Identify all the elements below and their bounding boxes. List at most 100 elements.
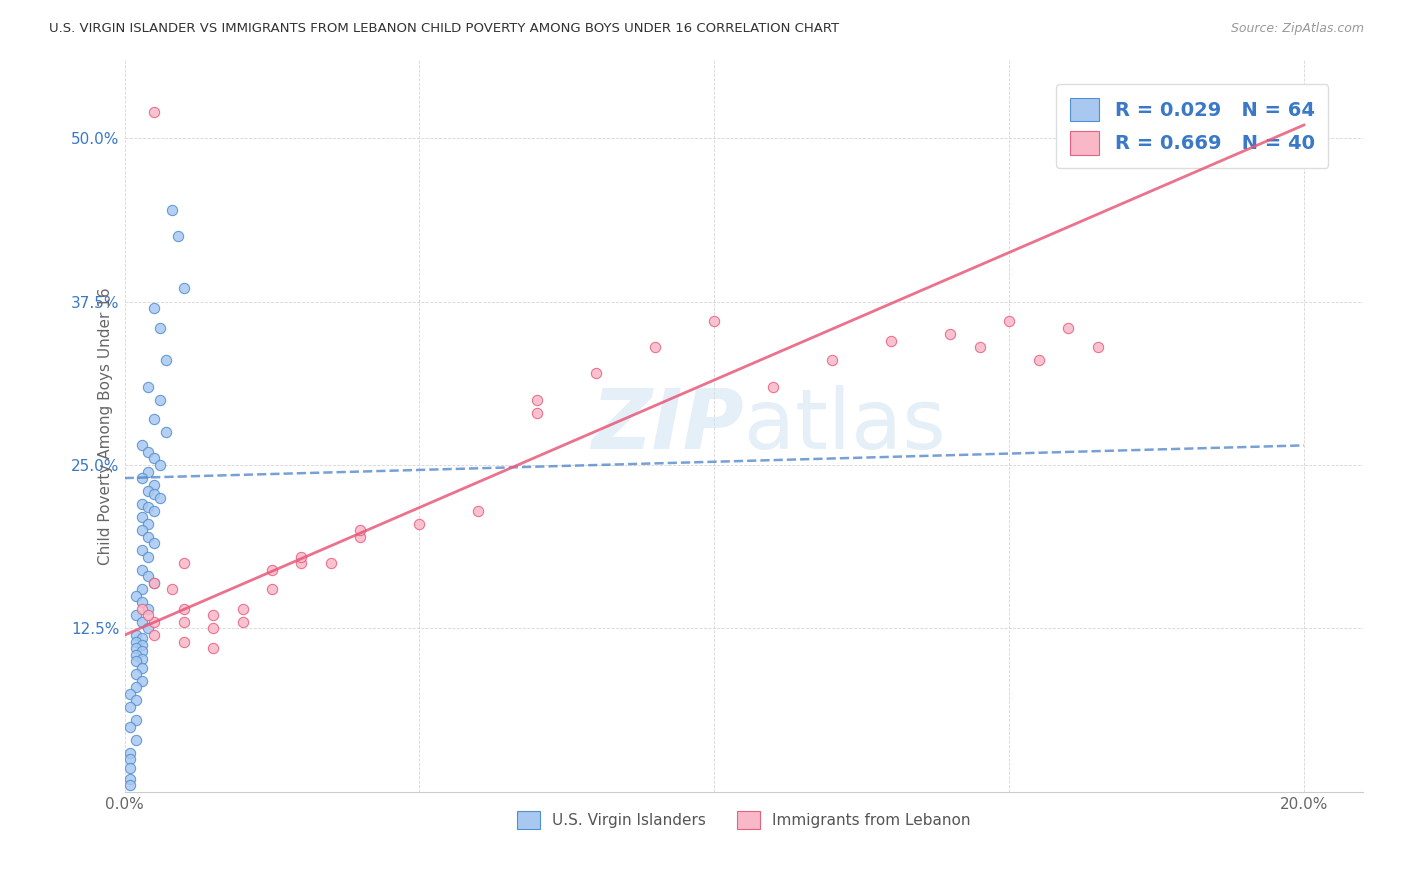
Point (125, 608, 148, 623)
Point (120, 772, 142, 786)
Point (131, 595, 153, 609)
Point (408, 516, 430, 531)
Point (173, 281, 195, 295)
Point (136, 516, 159, 531)
Point (131, 510, 153, 524)
Point (173, 634, 195, 648)
Point (202, 641, 225, 656)
Point (136, 602, 159, 616)
Point (136, 445, 159, 459)
Point (125, 641, 148, 656)
Point (349, 524, 371, 538)
Point (998, 314, 1021, 328)
Point (125, 628, 148, 642)
Point (131, 644, 153, 658)
Point (136, 622, 159, 636)
Point (143, 412, 166, 426)
Point (120, 700, 142, 714)
Point (136, 569, 159, 583)
Point (166, 229, 188, 244)
Point (143, 628, 166, 642)
Point (125, 693, 148, 707)
Point (155, 353, 177, 368)
Point (131, 524, 153, 538)
Point (131, 639, 153, 653)
Point (821, 353, 844, 368)
Point (136, 465, 159, 479)
Point (260, 563, 283, 577)
Point (149, 320, 172, 334)
Point (143, 451, 166, 466)
Point (143, 615, 166, 629)
Text: atlas: atlas (744, 385, 945, 467)
Point (202, 608, 225, 623)
Text: U.S. VIRGIN ISLANDER VS IMMIGRANTS FROM LEBANON CHILD POVERTY AMONG BOYS UNDER 1: U.S. VIRGIN ISLANDER VS IMMIGRANTS FROM … (49, 22, 839, 36)
Point (143, 504, 166, 518)
Point (173, 556, 195, 570)
Point (585, 367, 607, 381)
Y-axis label: Child Poverty Among Boys Under 16: Child Poverty Among Boys Under 16 (98, 287, 114, 565)
Point (125, 667, 148, 681)
Point (131, 651, 153, 665)
Point (131, 582, 153, 597)
Point (131, 631, 153, 645)
Point (762, 379, 785, 393)
Point (143, 477, 166, 491)
Point (131, 563, 153, 577)
Point (136, 549, 159, 564)
Point (131, 543, 153, 558)
Point (160, 582, 183, 597)
Point (969, 340, 991, 354)
Point (526, 406, 548, 420)
Point (136, 484, 159, 499)
Point (143, 536, 166, 550)
Point (173, 615, 195, 629)
Point (131, 661, 153, 675)
Point (173, 602, 195, 616)
Point (125, 681, 148, 695)
Point (136, 608, 159, 623)
Point (131, 438, 153, 452)
Point (319, 556, 342, 570)
Point (131, 615, 153, 629)
Point (260, 582, 283, 597)
Point (349, 530, 371, 544)
Point (125, 589, 148, 603)
Point (149, 491, 172, 505)
Point (231, 615, 253, 629)
Point (143, 575, 166, 590)
Point (149, 458, 172, 472)
Point (1028, 353, 1050, 368)
Point (143, 104, 166, 119)
Point (703, 314, 725, 328)
Point (131, 602, 153, 616)
Point (155, 425, 177, 440)
Point (467, 504, 489, 518)
Point (939, 327, 962, 342)
Point (120, 720, 142, 734)
Text: Source: ZipAtlas.com: Source: ZipAtlas.com (1230, 22, 1364, 36)
Point (131, 497, 153, 511)
Text: ZIP: ZIP (591, 385, 744, 467)
Point (160, 202, 183, 217)
Point (120, 779, 142, 793)
Point (149, 392, 172, 407)
Point (231, 602, 253, 616)
Point (880, 334, 903, 348)
Point (644, 340, 666, 354)
Point (136, 379, 159, 393)
Point (125, 732, 148, 747)
Point (1087, 340, 1109, 354)
Point (143, 487, 166, 501)
Point (136, 530, 159, 544)
Point (136, 500, 159, 514)
Point (143, 301, 166, 315)
Point (125, 654, 148, 668)
Point (1116, 131, 1139, 145)
Point (202, 622, 225, 636)
Point (120, 687, 142, 701)
Point (290, 556, 312, 570)
Point (125, 648, 148, 662)
Point (125, 713, 148, 727)
Point (143, 575, 166, 590)
